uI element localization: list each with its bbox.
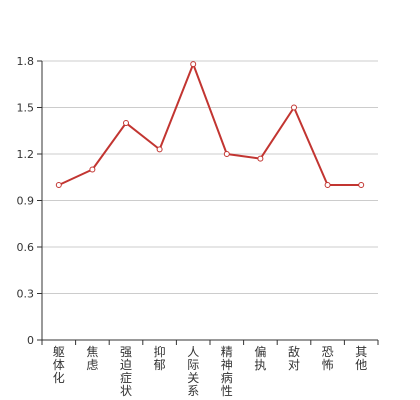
x-tick-label: 偏执 — [254, 344, 266, 372]
data-point — [123, 120, 129, 126]
data-point — [190, 61, 197, 68]
data-point — [358, 182, 365, 188]
y-tick-label: 0.6 — [17, 241, 35, 254]
y-tick-label: 0.9 — [17, 195, 35, 208]
x-tick-label: 其他 — [355, 345, 367, 372]
y-tick-label: 0.3 — [17, 288, 35, 301]
y-axis-tick-labels: 0 0.3 0.6 0.9 1.2 1.5 1.8 — [17, 55, 35, 347]
x-tick-label: 焦虑 — [86, 345, 98, 372]
x-tick-label: 恐怖 — [322, 345, 334, 372]
y-tick-label: 1.5 — [17, 102, 35, 115]
grid-lines — [42, 60, 378, 294]
data-point — [55, 182, 62, 188]
axes — [37, 60, 379, 345]
data-point — [324, 182, 331, 188]
series-line — [58, 63, 362, 186]
y-tick-label: 1.8 — [17, 55, 35, 68]
data-point — [156, 146, 163, 153]
x-tick-label: 精神病性 — [221, 345, 233, 398]
x-tick-label: 躯体化 — [53, 344, 65, 385]
series — [55, 61, 365, 188]
data-point — [291, 104, 297, 111]
y-tick-label: 1.2 — [17, 148, 35, 161]
x-tick-label: 抑郁 — [154, 344, 166, 372]
x-tick-label: 强迫症状 — [120, 345, 132, 398]
data-point — [89, 166, 96, 173]
y-tick-label: 0 — [27, 334, 34, 347]
data-point — [257, 155, 264, 162]
x-tick-label: 敌对 — [288, 344, 300, 372]
x-tick-label: 人际关系 — [187, 345, 199, 398]
data-point — [223, 151, 230, 157]
